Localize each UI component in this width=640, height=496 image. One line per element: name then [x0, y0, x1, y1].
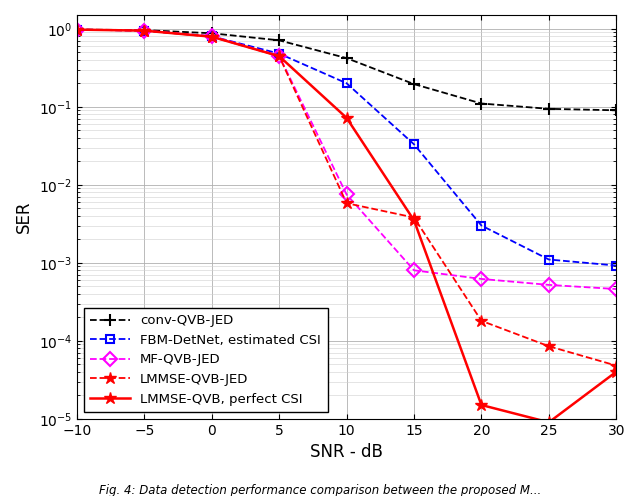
LMMSE-QVB, perfect CSI	[545, 419, 553, 425]
MF-QVB-JED	[275, 53, 283, 59]
conv-QVB-JED	[275, 37, 283, 43]
LMMSE-QVB, perfect CSI	[73, 27, 81, 33]
LMMSE-QVB, perfect CSI	[477, 402, 485, 408]
Line: LMMSE-QVB, perfect CSI: LMMSE-QVB, perfect CSI	[70, 23, 623, 429]
FBM-DetNet, estimated CSI	[208, 33, 216, 39]
LMMSE-QVB, perfect CSI	[141, 28, 148, 34]
X-axis label: SNR - dB: SNR - dB	[310, 443, 383, 461]
MF-QVB-JED	[410, 267, 418, 273]
FBM-DetNet, estimated CSI	[73, 27, 81, 33]
LMMSE-QVB-JED	[343, 200, 351, 206]
conv-QVB-JED	[410, 81, 418, 87]
FBM-DetNet, estimated CSI	[141, 28, 148, 34]
LMMSE-QVB-JED	[208, 34, 216, 40]
LMMSE-QVB, perfect CSI	[410, 217, 418, 223]
LMMSE-QVB, perfect CSI	[275, 53, 283, 59]
Legend: conv-QVB-JED, FBM-DetNet, estimated CSI, MF-QVB-JED, LMMSE-QVB-JED, LMMSE-QVB, p: conv-QVB-JED, FBM-DetNet, estimated CSI,…	[83, 308, 328, 412]
conv-QVB-JED	[477, 101, 485, 107]
conv-QVB-JED	[141, 27, 148, 33]
FBM-DetNet, estimated CSI	[545, 256, 553, 262]
conv-QVB-JED	[208, 30, 216, 36]
Line: MF-QVB-JED: MF-QVB-JED	[72, 25, 621, 294]
LMMSE-QVB-JED	[410, 215, 418, 221]
Text: Fig. 4: Data detection performance comparison between the proposed M...: Fig. 4: Data detection performance compa…	[99, 484, 541, 496]
MF-QVB-JED	[141, 28, 148, 34]
Y-axis label: SER: SER	[15, 200, 33, 233]
FBM-DetNet, estimated CSI	[410, 141, 418, 147]
FBM-DetNet, estimated CSI	[275, 51, 283, 57]
conv-QVB-JED	[73, 27, 81, 33]
LMMSE-QVB-JED	[612, 363, 620, 369]
FBM-DetNet, estimated CSI	[612, 262, 620, 268]
conv-QVB-JED	[612, 107, 620, 113]
Line: LMMSE-QVB-JED: LMMSE-QVB-JED	[70, 23, 623, 372]
LMMSE-QVB-JED	[275, 53, 283, 59]
LMMSE-QVB, perfect CSI	[343, 115, 351, 121]
conv-QVB-JED	[545, 106, 553, 112]
LMMSE-QVB-JED	[477, 318, 485, 324]
FBM-DetNet, estimated CSI	[343, 80, 351, 86]
conv-QVB-JED	[343, 55, 351, 61]
LMMSE-QVB-JED	[545, 343, 553, 349]
MF-QVB-JED	[545, 282, 553, 288]
MF-QVB-JED	[612, 286, 620, 292]
MF-QVB-JED	[343, 191, 351, 197]
LMMSE-QVB-JED	[73, 27, 81, 33]
Line: conv-QVB-JED: conv-QVB-JED	[71, 24, 622, 116]
LMMSE-QVB, perfect CSI	[612, 369, 620, 375]
MF-QVB-JED	[477, 276, 485, 282]
LMMSE-QVB, perfect CSI	[208, 34, 216, 40]
MF-QVB-JED	[73, 27, 81, 33]
LMMSE-QVB-JED	[141, 28, 148, 34]
Line: FBM-DetNet, estimated CSI: FBM-DetNet, estimated CSI	[73, 25, 620, 270]
FBM-DetNet, estimated CSI	[477, 223, 485, 229]
MF-QVB-JED	[208, 33, 216, 39]
